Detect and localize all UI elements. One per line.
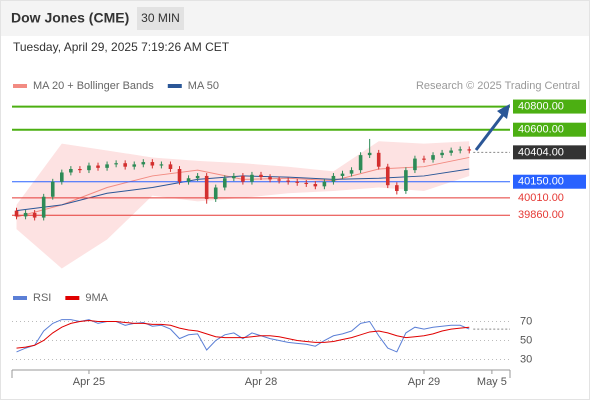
candle-body [168,164,173,169]
legend-swatch [65,296,80,300]
candle-body [69,169,73,173]
y-tick-label: 30 [520,353,532,365]
candle-body [404,170,408,191]
candle-body [422,158,426,160]
candle-body [150,162,155,166]
candle-body [204,175,209,200]
candle-body [41,196,46,218]
legend-label: MA 20 + Bollinger Bands [33,80,154,92]
candle-body [295,181,300,183]
level-box [513,145,586,160]
candle-body [14,210,19,217]
interval-box [137,7,184,30]
candle-body [23,212,28,217]
candle-body [413,158,417,171]
candle-body [376,152,381,167]
candle-body [340,173,345,176]
candle-body [440,152,444,156]
candle-body [322,181,327,187]
legend-swatch [13,296,27,300]
candle-body [241,175,245,182]
candle-body [277,179,281,181]
level-label: 40404.00 [518,146,564,158]
level-label: 39860.00 [518,209,564,221]
candle-body [222,178,227,188]
candle-body [304,182,309,185]
interval: 30 MIN [141,11,180,25]
candle-body [96,165,100,168]
header-bar [1,1,589,36]
timestamp: Tuesday, April 29, 2025 7:19:26 AM CET [13,40,230,54]
candle-body [186,178,191,182]
bollinger-band [16,141,470,269]
candle-body [32,212,37,218]
candle-body [132,164,137,167]
candle-body [331,175,336,182]
x-tick-label: Apr 25 [73,376,105,388]
candle-body [367,152,372,156]
legend-swatch [167,84,182,88]
candle-body [114,163,118,165]
level-label: 40600.00 [518,124,564,136]
candle-body [50,181,55,197]
legend-label: RSI [33,292,51,304]
arrow-head [497,104,510,119]
level-label: 40800.00 [518,100,564,112]
rsi-line [16,320,470,349]
candle-body [467,149,472,151]
candle-body [159,164,164,166]
candle-body [232,175,236,179]
candle-body [195,175,200,179]
candle-body [395,185,399,191]
candle-body [250,174,254,182]
legend-label: 9MA [85,292,108,304]
candle-body [141,162,146,165]
candle-body [87,165,91,171]
candle-body [105,164,109,168]
y-tick-label: 70 [520,315,532,327]
x-tick-label: Apr 29 [408,376,440,388]
arrow [474,111,507,151]
y-tick-label: 50 [520,334,532,346]
candle-body [268,177,272,180]
candle-body [385,166,390,186]
level-label: 40010.00 [518,192,564,204]
x-tick-label: May 5 [477,376,507,388]
candle-body [213,187,218,200]
level-label: 40150.00 [518,176,564,188]
level-box [513,122,586,137]
candle-body [123,163,127,167]
candle-body [349,170,354,174]
title: Dow Jones (CME) [11,10,129,26]
level-box [513,99,586,114]
x-tick-label: Apr 28 [245,376,277,388]
candle-body [259,174,263,178]
candle-body [449,150,453,153]
legend-label: MA 50 [188,80,219,92]
candle-body [358,155,363,171]
legend-swatch [13,84,27,88]
candle-body [458,149,462,151]
candle-body [313,184,318,187]
candle-body [60,172,64,182]
level-box [513,174,586,189]
candle-body [78,169,82,171]
candle-body [177,169,182,182]
credit: Research © 2025 Trading Central [416,80,580,92]
candle-body [286,180,290,182]
candle-body [431,155,435,160]
